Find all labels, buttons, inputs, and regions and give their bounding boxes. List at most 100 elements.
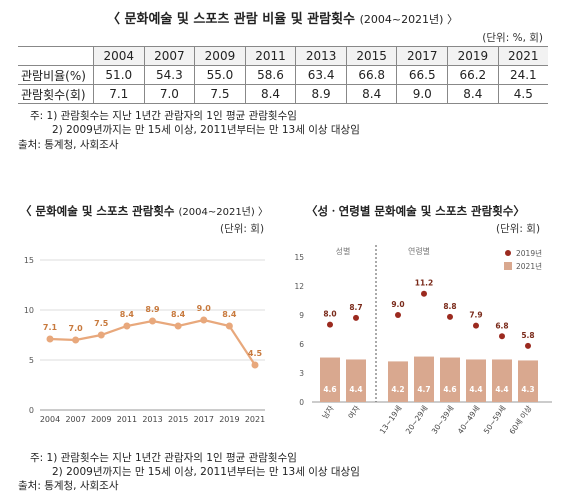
bar [414, 356, 434, 402]
table-cell: 66.2 [447, 65, 499, 85]
y-tick-label: 0 [29, 406, 34, 415]
dot-label: 5.8 [521, 331, 534, 340]
x-tick-label: 50~59세 [482, 404, 508, 436]
table-header-cell: 2007 [143, 46, 196, 66]
table-corner [18, 46, 94, 66]
chart-note-2: 2) 2009년까지는 만 15세 이상, 2011년부터는 만 13세 이상 … [52, 466, 360, 478]
x-tick-label: 13~19세 [378, 404, 404, 436]
y-tick-label: 0 [299, 398, 304, 407]
dot-point [525, 342, 531, 349]
bar-label: 4.2 [391, 385, 404, 394]
x-tick-label: 2019 [219, 415, 239, 424]
data-label: 7.5 [94, 319, 109, 328]
group-label: 연령별 [408, 246, 430, 256]
table-title-sub: (2004~2021년) 〉 [359, 13, 458, 26]
table-cell: 24.1 [497, 65, 548, 85]
dot-label: 7.9 [469, 311, 482, 320]
table-source: 출처: 통계청, 사회조사 [18, 139, 119, 151]
x-tick-label: 40~49세 [456, 404, 482, 436]
table-unit: (단위: %, 회) [482, 32, 543, 44]
bar-label: 4.4 [349, 385, 362, 394]
data-point [251, 361, 259, 369]
table-cell: 7.0 [143, 84, 196, 104]
bar [518, 360, 538, 402]
data-label: 7.1 [43, 323, 58, 332]
x-tick-label: 2017 [194, 415, 214, 424]
x-tick-label: 2015 [168, 415, 188, 424]
y-tick-label: 9 [299, 311, 304, 320]
table-cell: 7.5 [194, 84, 246, 104]
line-chart-title-sub: (2004~2021년) 〉 [178, 207, 268, 218]
x-tick-label: 30~39세 [430, 404, 456, 436]
data-point [46, 335, 54, 343]
y-tick-label: 3 [299, 369, 304, 378]
data-point [123, 322, 131, 330]
legend-label: 2019년 [516, 248, 542, 258]
bar-label: 4.7 [417, 385, 430, 394]
line-chart: 0 5 10 15 7.1 2004 7.0 2007 7.5 2009 8.4 2011 8.9 201… [24, 256, 265, 424]
bar-label: 4.4 [495, 385, 508, 394]
table-cell: 9.0 [396, 84, 449, 104]
dot-label: 9.0 [391, 300, 404, 309]
table-cell: 58.6 [244, 65, 297, 85]
row-label: 관람비율(%) [18, 65, 94, 85]
table-row: 관람횟수(회) 7.1 7.0 7.5 8.4 8.9 8.4 9.0 8.4 … [18, 84, 548, 104]
table-header-cell: 2015 [345, 46, 398, 66]
dot-label: 8.8 [443, 302, 456, 311]
bar-label: 4.6 [323, 385, 336, 394]
table-cell: 8.4 [447, 84, 499, 104]
legend-dot-icon [505, 250, 511, 256]
table-cell: 7.1 [93, 84, 145, 104]
bar-label: 4.4 [469, 385, 482, 394]
y-tick-label: 15 [294, 253, 304, 262]
table-note-2: 2) 2009년까지는 만 15세 이상, 2011년부터는 만 13세 이상 … [52, 124, 360, 136]
bar-label: 4.3 [521, 385, 534, 394]
y-tick-label: 15 [24, 256, 34, 265]
dot-point [421, 290, 427, 297]
data-point [225, 322, 233, 330]
data-label: 8.4 [171, 310, 186, 319]
table-header-cell: 2004 [93, 46, 145, 66]
data-point [149, 317, 156, 325]
table-header-row: 2004 2007 2009 2011 2013 2015 2017 2019 … [18, 46, 548, 66]
group-label: 성별 [336, 246, 351, 256]
table-cell: 51.0 [93, 65, 145, 85]
table-cell: 8.4 [244, 84, 297, 104]
bar [440, 357, 460, 402]
dot-point [327, 321, 333, 328]
bar [320, 357, 340, 402]
table-note-1: 주: 1) 관람횟수는 지난 1년간 관람자의 1인 평균 관람횟수임 [30, 110, 297, 122]
line-chart-title-main: 〈 문화예술 및 스포츠 관람횟수 [20, 204, 175, 218]
y-tick-label: 12 [294, 282, 304, 291]
table-cell: 66.8 [345, 65, 398, 85]
bar [466, 359, 486, 402]
row-label: 관람횟수(회) [18, 84, 94, 104]
table-cell: 8.4 [345, 84, 398, 104]
data-label: 7.0 [69, 324, 84, 333]
x-tick-label: 2011 [117, 415, 137, 424]
dot-label: 8.7 [349, 303, 362, 312]
x-tick-label: 남자 [320, 404, 335, 421]
data-point [174, 322, 182, 330]
x-tick-label: 2021 [245, 415, 265, 424]
x-tick-label: 2007 [65, 415, 85, 424]
data-label: 8.4 [222, 310, 237, 319]
dot-label: 11.2 [415, 279, 434, 288]
x-tick-label: 2013 [142, 415, 162, 424]
table-cell: 55.0 [194, 65, 246, 85]
dot-label: 6.8 [495, 321, 508, 330]
table-header-cell: 2019 [447, 46, 499, 66]
legend-label: 2021년 [516, 261, 542, 271]
table-title: 〈 문화예술 및 스포츠 관람 비율 및 관람횟수 (2004~2021년) 〉 [0, 8, 565, 27]
data-label: 4.5 [248, 349, 263, 358]
table-header-cell: 2013 [295, 46, 347, 66]
bar [346, 359, 366, 402]
line-chart-title: 〈 문화예술 및 스포츠 관람횟수 (2004~2021년) 〉 [20, 203, 268, 219]
chart-source: 출처: 통계청, 사회조사 [18, 480, 119, 492]
x-tick-label: 2004 [40, 415, 60, 424]
dot-label: 8.0 [323, 310, 336, 319]
table-header-cell: 2021 [497, 46, 548, 66]
data-point [200, 316, 208, 324]
table-header-cell: 2017 [396, 46, 449, 66]
table-title-main: 〈 문화예술 및 스포츠 관람 비율 및 관람횟수 [107, 12, 356, 27]
